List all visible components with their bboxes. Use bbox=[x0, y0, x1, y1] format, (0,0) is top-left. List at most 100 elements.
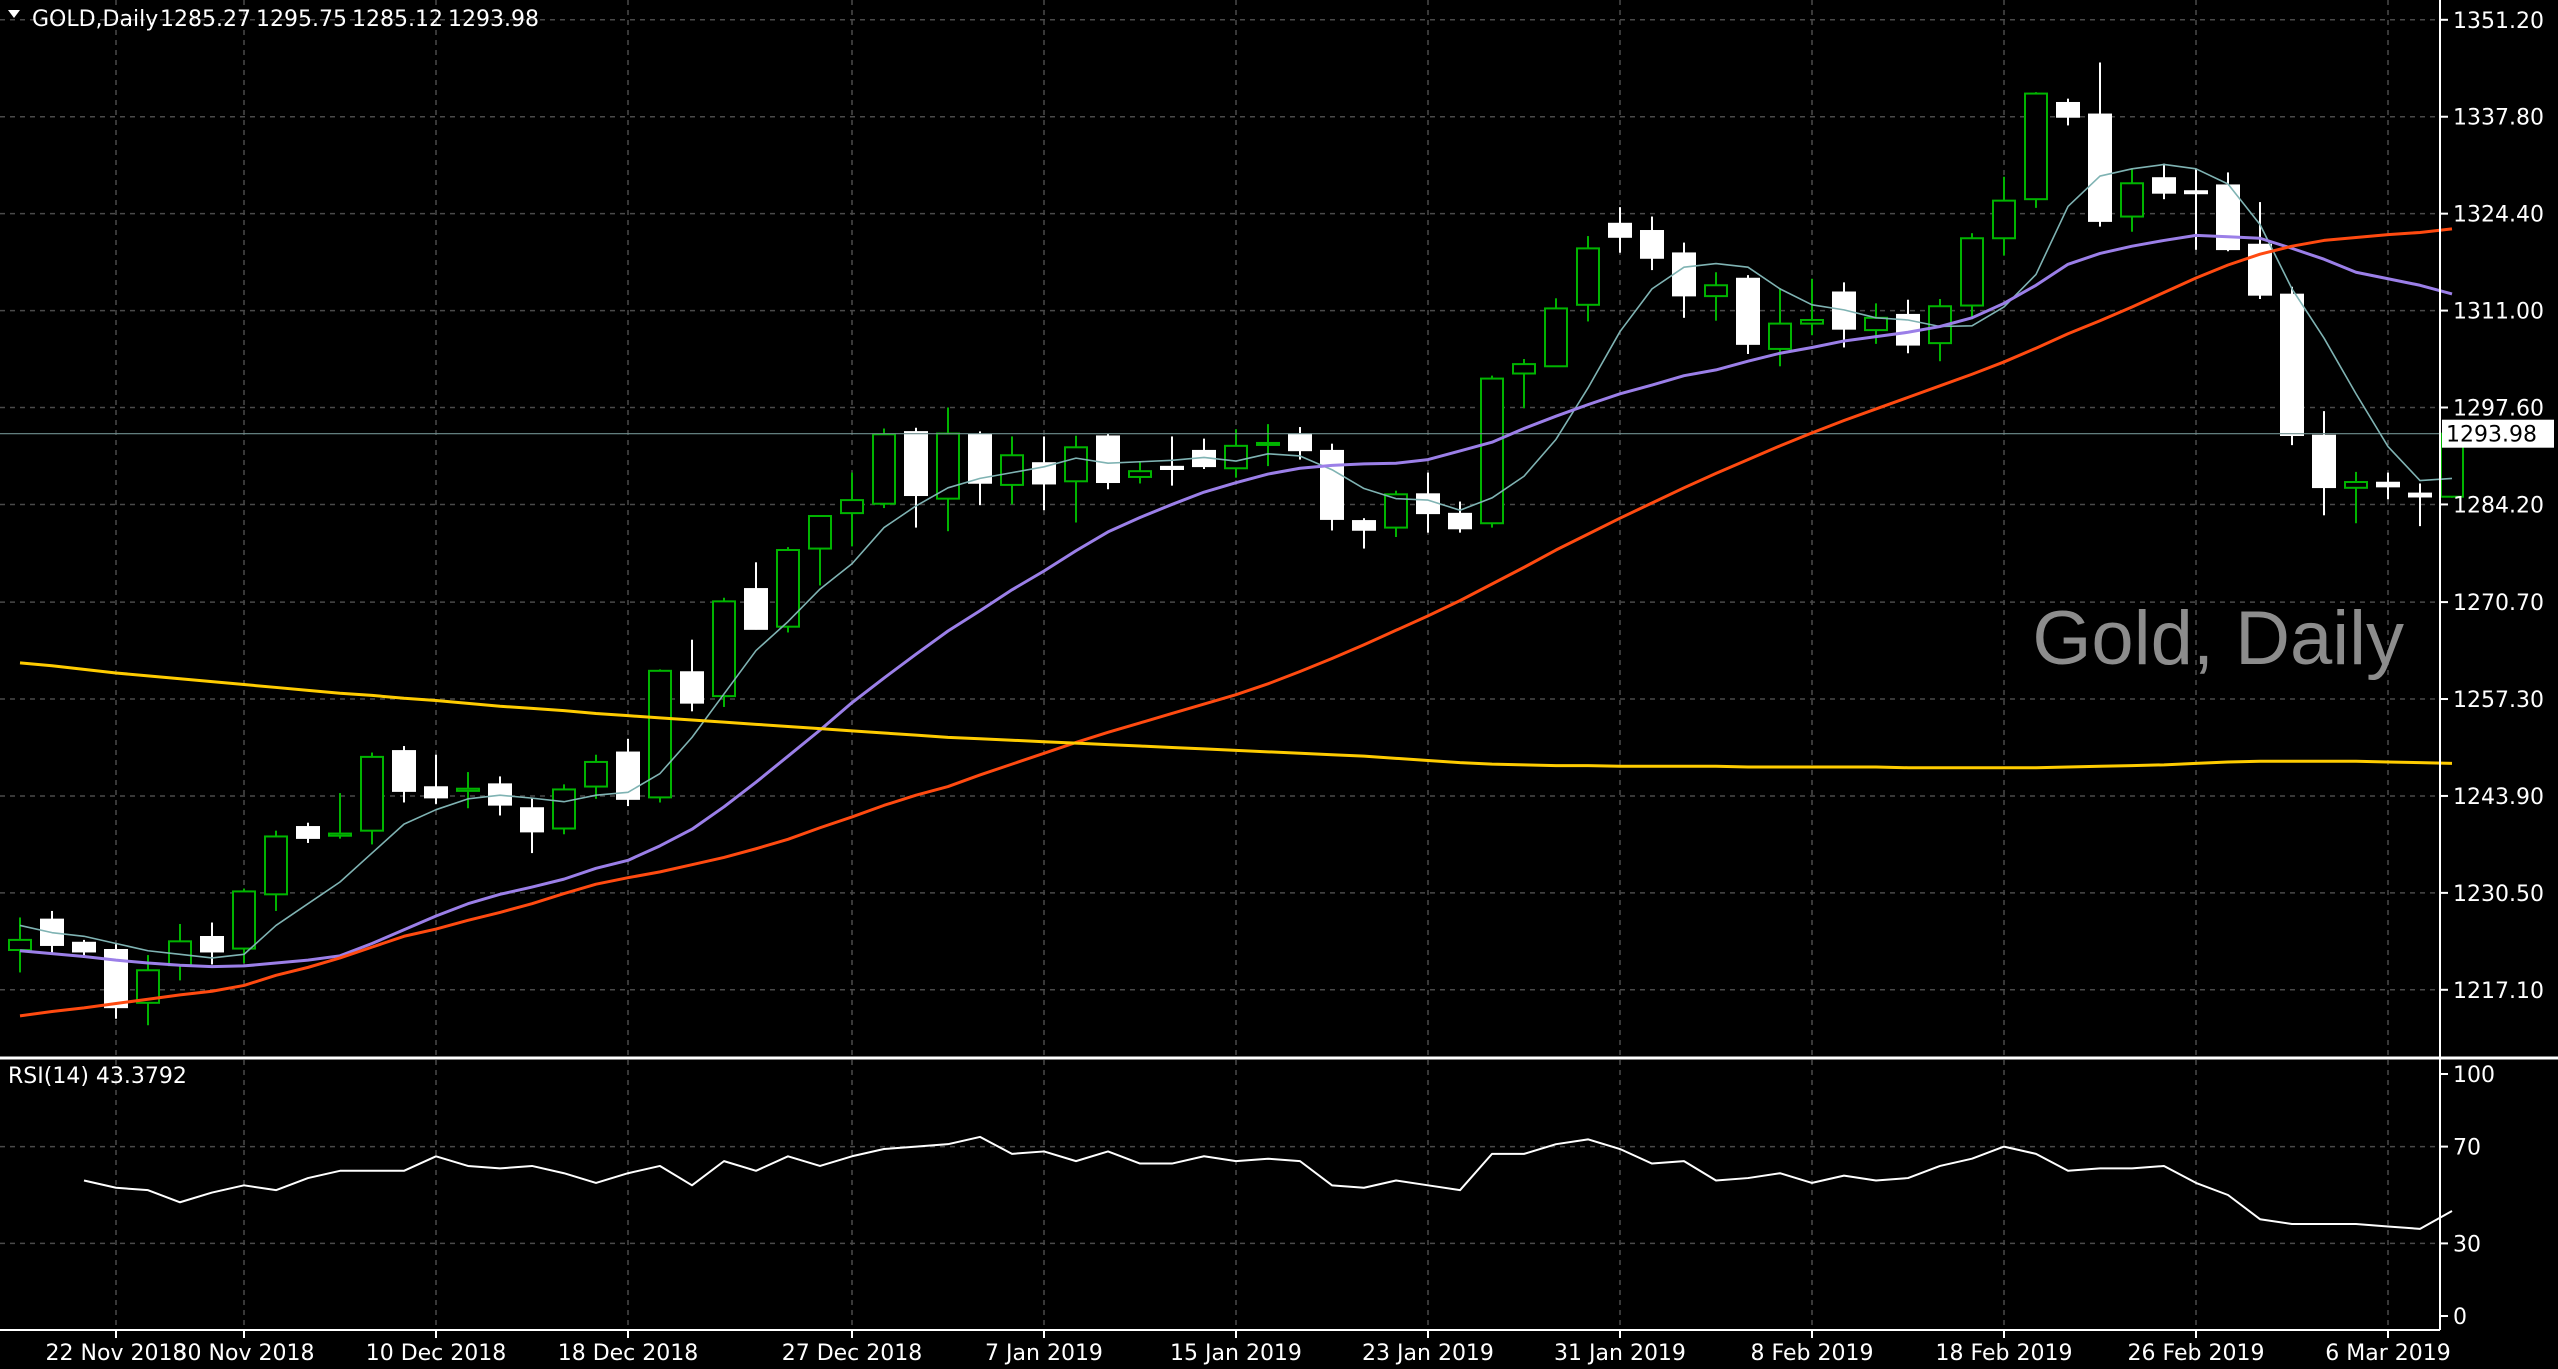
candle bbox=[1480, 375, 1504, 528]
candle bbox=[808, 515, 832, 586]
time-tick-label: 8 Feb 2019 bbox=[1751, 1341, 1874, 1366]
candle-body-bear bbox=[1608, 222, 1632, 238]
candle-body-bull bbox=[872, 433, 896, 505]
candle-body-bull bbox=[1128, 470, 1152, 478]
candle bbox=[1320, 443, 1344, 531]
candle-body-bull bbox=[584, 760, 608, 788]
price-tick-label: 1297.60 bbox=[2453, 397, 2544, 422]
candle-body-bull bbox=[1800, 318, 1824, 325]
time-tick-label: 31 Jan 2019 bbox=[1554, 1341, 1686, 1366]
candle-body-bear bbox=[2088, 113, 2112, 222]
candle bbox=[264, 830, 288, 911]
candle-body-bear bbox=[296, 826, 320, 839]
time-tick-label: 18 Dec 2018 bbox=[558, 1341, 699, 1366]
candle-body-bear bbox=[1640, 230, 1664, 259]
ohlc-close: 1293.98 bbox=[448, 7, 539, 32]
moving-average-ma_slow bbox=[19, 227, 2453, 1018]
candle-body-bull bbox=[808, 515, 832, 550]
time-tick-label: 23 Jan 2019 bbox=[1362, 1341, 1494, 1366]
candle bbox=[2376, 472, 2400, 500]
candle-body-bear bbox=[72, 941, 96, 953]
candle-body-bear bbox=[2184, 190, 2208, 195]
candle bbox=[1512, 359, 1536, 409]
price-tick-label: 1230.50 bbox=[2453, 882, 2544, 907]
candle bbox=[2056, 98, 2080, 126]
candlestick-series bbox=[0, 62, 2464, 1026]
candle-body-bear bbox=[1320, 449, 1344, 520]
candle bbox=[2024, 92, 2048, 208]
candle-body-bull bbox=[1576, 247, 1600, 306]
candle-body-bull bbox=[776, 549, 800, 628]
candle-body-bull bbox=[1256, 441, 1280, 446]
candle-body-bull bbox=[1768, 322, 1792, 350]
chart-watermark: Gold, Daily bbox=[2032, 596, 2404, 681]
candle-body-bull bbox=[1864, 316, 1888, 332]
ohlc-low: 1285.12 bbox=[352, 7, 443, 32]
time-tick-label: 22 Nov 2018 bbox=[46, 1341, 187, 1366]
candle bbox=[904, 427, 928, 528]
candle-body-bull bbox=[2024, 92, 2048, 201]
candle-body-bull bbox=[552, 788, 576, 830]
candle bbox=[2088, 62, 2112, 227]
candle-body-bear bbox=[904, 431, 928, 497]
candle-body-bear bbox=[392, 750, 416, 792]
candle bbox=[392, 746, 416, 803]
candle-body-bull bbox=[840, 499, 864, 515]
candle-body-bull bbox=[456, 787, 480, 792]
candle bbox=[1256, 424, 1280, 467]
ohlc-open: 1285.27 bbox=[160, 7, 251, 32]
candle bbox=[1608, 207, 1632, 253]
price-tick-label: 1217.10 bbox=[2453, 979, 2544, 1004]
candle bbox=[328, 793, 352, 839]
time-tick-label: 15 Jan 2019 bbox=[1170, 1341, 1302, 1366]
candle bbox=[1640, 216, 1664, 271]
candle bbox=[1576, 236, 1600, 322]
candle bbox=[1800, 278, 1824, 336]
current-price-badge bbox=[2442, 419, 2554, 448]
symbol-label: GOLD,Daily bbox=[32, 7, 158, 32]
rsi-tick-label: 100 bbox=[2453, 1063, 2495, 1088]
candle bbox=[104, 944, 128, 1019]
time-tick-label: 30 Nov 2018 bbox=[174, 1341, 315, 1366]
collapse-triangle-icon[interactable] bbox=[8, 10, 20, 18]
candle-body-bull bbox=[328, 832, 352, 837]
candle bbox=[1960, 233, 1984, 320]
current-price-label: 1293.98 bbox=[2446, 423, 2537, 448]
candle-body-bear bbox=[616, 751, 640, 800]
candle-body-bull bbox=[1000, 454, 1024, 486]
price-tick-label: 1243.90 bbox=[2453, 785, 2544, 810]
candle-body-bull bbox=[360, 755, 384, 832]
candle-body-bear bbox=[1672, 252, 1696, 297]
candle-body-bear bbox=[2408, 492, 2432, 498]
candle bbox=[8, 917, 32, 973]
candle-body-bull bbox=[1704, 284, 1728, 298]
candle-body-bull bbox=[1224, 444, 1248, 470]
candle bbox=[72, 939, 96, 958]
candle bbox=[712, 597, 736, 707]
candle bbox=[680, 639, 704, 712]
candle bbox=[168, 923, 192, 981]
candle-body-bear bbox=[2280, 293, 2304, 436]
price-axis: 1351.20 1337.80 1324.40 1311.00 1297.60 1284.… bbox=[0, 0, 2558, 1331]
candle-body-bull bbox=[1064, 446, 1088, 483]
time-tick-label: 27 Dec 2018 bbox=[782, 1341, 923, 1366]
candle bbox=[2120, 169, 2144, 232]
candle-body-bull bbox=[2344, 481, 2368, 489]
candle-body-bear bbox=[1160, 465, 1184, 470]
candle bbox=[1096, 433, 1120, 490]
candle bbox=[776, 547, 800, 633]
price-tick-label: 1311.00 bbox=[2453, 300, 2544, 325]
moving-average-ma_mid bbox=[19, 233, 2453, 969]
candle bbox=[2344, 471, 2368, 524]
candle-body-bear bbox=[1416, 493, 1440, 515]
candle-body-bear bbox=[200, 935, 224, 953]
candle bbox=[968, 431, 992, 506]
time-tick-label: 10 Dec 2018 bbox=[366, 1341, 507, 1366]
candle-body-bear bbox=[2152, 177, 2176, 194]
candle bbox=[1064, 435, 1088, 523]
moving-average-lines bbox=[19, 163, 2453, 1018]
candle-body-bear bbox=[2376, 481, 2400, 488]
candle-body-bull bbox=[1512, 363, 1536, 375]
